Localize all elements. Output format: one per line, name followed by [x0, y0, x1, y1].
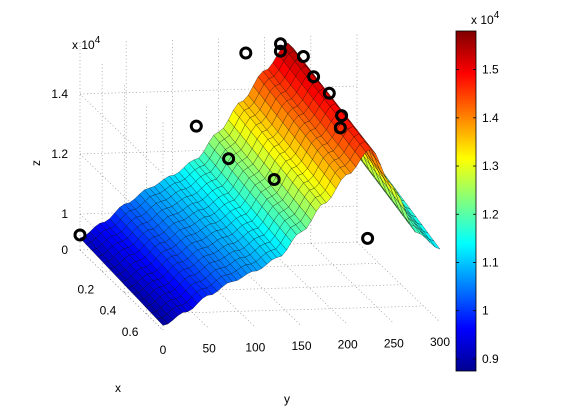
- y-tick-label: 200: [338, 338, 358, 352]
- scatter-point: [333, 121, 347, 135]
- y-tick-label: 100: [245, 340, 265, 354]
- x-axis-ticks: 0.2 0.4 0.6: [77, 282, 138, 339]
- y-axis-label: y: [284, 392, 290, 406]
- scatter-point: [361, 231, 375, 245]
- grid-line: [356, 241, 441, 323]
- colorbar-ticks: 0.9 1 1.1 1.2 1.3 1.4 1.5: [456, 63, 499, 366]
- z-tick-label: 1.2: [51, 147, 68, 161]
- colorbar-tick-label: 1.1: [482, 255, 499, 269]
- y-tick-label: 250: [384, 336, 404, 350]
- scatter-point: [322, 86, 336, 100]
- grid-line: [146, 305, 424, 315]
- x-tick-label: 0.4: [100, 304, 117, 318]
- grid-line: [79, 85, 358, 95]
- x-tick-label: 0.2: [77, 282, 94, 296]
- colorbar-gradient: [455, 30, 477, 372]
- surface-plot: [79, 42, 441, 326]
- colorbar: x 104 0.9 1 1.1 1.2 1.3 1.4 1.5: [455, 10, 500, 372]
- scatter-point: [274, 37, 287, 51]
- grid-line: [310, 243, 395, 324]
- y-axis-ticks: 0 50 100 150 200 250 300: [160, 335, 451, 357]
- colorbar-tick-label: 1: [482, 304, 489, 318]
- grid-line: [79, 93, 164, 175]
- scatter-point: [307, 70, 321, 84]
- z-exponent-label: x 104: [72, 35, 101, 52]
- z-tick-label: 1: [61, 207, 68, 221]
- colorbar-tick-label: 0.9: [482, 352, 499, 366]
- x-axis-label: x: [115, 381, 121, 395]
- colorbar-exponent-label: x 104: [471, 10, 500, 27]
- y-tick-label: 50: [202, 342, 216, 356]
- x-tick-label: 0.6: [122, 325, 139, 339]
- y-tick-label: 150: [291, 339, 311, 353]
- scatter-point: [189, 119, 203, 133]
- colorbar-tick-label: 1.3: [482, 159, 499, 173]
- y-tick-label: 0: [160, 343, 167, 357]
- scatter-point: [267, 173, 281, 186]
- scatter-point: [222, 152, 236, 166]
- scatter-point: [335, 109, 349, 123]
- colorbar-tick-label: 1.5: [482, 63, 499, 77]
- scatter-points: [73, 37, 375, 245]
- colorbar-tick-label: 1.2: [482, 207, 499, 221]
- z-axis-label: z: [29, 160, 43, 166]
- colorbar-tick-label: 1.4: [482, 111, 499, 125]
- z-axis-ticks: 0 1 1.2 1.4: [51, 87, 68, 257]
- surface-facet: [428, 238, 441, 250]
- scatter-point: [273, 44, 287, 58]
- z-tick-label: 1.4: [51, 87, 68, 101]
- y-tick-label: 300: [430, 335, 450, 349]
- grid-line: [79, 145, 358, 155]
- surface-facet: [156, 317, 169, 326]
- scatter-point: [239, 46, 253, 60]
- scatter-point: [73, 228, 87, 242]
- scatter-point: [296, 50, 310, 63]
- z-tick-label: 0: [61, 243, 68, 257]
